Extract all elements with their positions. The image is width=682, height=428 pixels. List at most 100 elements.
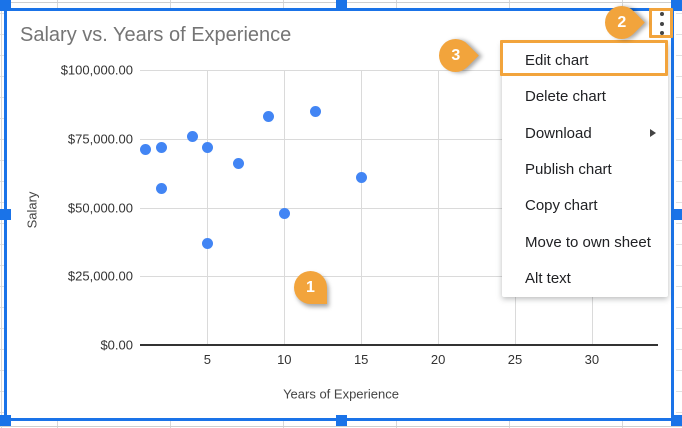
y-tick-label: $75,000.00 [67, 131, 133, 147]
sheet-row-line [676, 328, 682, 329]
selection-handle-right-mid[interactable] [671, 209, 682, 220]
highlight-box-edit-chart [500, 40, 668, 76]
step-badge-3-number: 3 [451, 46, 460, 64]
more-vertical-icon[interactable] [656, 12, 668, 35]
menu-item-delete-chart[interactable]: Delete chart [502, 78, 668, 114]
menu-item-label: Download [525, 124, 592, 142]
data-point [355, 171, 367, 183]
sheet-row-line [0, 412, 5, 413]
y-axis-title: Salary [24, 191, 40, 229]
selection-handle-left-mid[interactable] [0, 209, 11, 220]
step-badge-2-number: 2 [617, 13, 626, 31]
selection-handle-top-mid[interactable] [336, 0, 347, 11]
data-point [155, 141, 167, 153]
data-point [186, 130, 198, 142]
sheet-row-line [0, 370, 5, 371]
selection-handle-bottom-right[interactable] [671, 415, 682, 426]
x-tick-label: 25 [507, 352, 523, 367]
sheet-column-line [170, 0, 171, 9]
sheet-row-line [676, 160, 682, 161]
sheet-row-line [0, 55, 5, 56]
menu-item-publish-chart[interactable]: Publish chart [502, 151, 668, 187]
sheet-row-line [0, 139, 5, 140]
data-point [201, 237, 213, 249]
menu-item-label: Delete chart [525, 88, 606, 106]
sheet-column-line [509, 420, 510, 428]
sheet-column-line [396, 0, 397, 9]
sheet-row-line [0, 118, 5, 119]
sheet-row-line [676, 76, 682, 77]
menu-item-label: Copy chart [525, 197, 598, 215]
step-badge-1: 1 [294, 271, 327, 304]
data-point [278, 207, 290, 219]
sheet-row-line [0, 13, 5, 14]
sheet-row-line [676, 370, 682, 371]
y-tick-label: $25,000.00 [67, 268, 133, 284]
sheet-column-line [622, 420, 623, 428]
y-gridline [140, 276, 658, 278]
x-tick-label: 20 [430, 352, 446, 367]
sheet-column-line [283, 420, 284, 428]
sheet-column-line [170, 420, 171, 428]
selection-handle-bottom-left[interactable] [0, 415, 11, 426]
x-tick-label: 15 [353, 352, 369, 367]
sheet-row-line [676, 265, 682, 266]
sheet-column-line [283, 0, 284, 9]
sheet-row-line [676, 181, 682, 182]
sheet-row-line [0, 426, 682, 427]
x-tick-label: 30 [584, 352, 600, 367]
data-point [201, 141, 213, 153]
sheet-row-line [676, 34, 682, 35]
selection-handle-bottom-mid[interactable] [336, 415, 347, 426]
y-gridline [140, 207, 658, 209]
highlight-box-more-options [649, 8, 673, 38]
sheet-row-line [0, 160, 5, 161]
sheet-row-line [0, 286, 5, 287]
menu-item-label: Publish chart [525, 160, 612, 178]
sheet-row-line [676, 244, 682, 245]
menu-item-label: Edit chart [525, 51, 589, 69]
menu-item-alt-text[interactable]: Alt text [502, 261, 668, 297]
data-point [140, 144, 152, 156]
sheet-row-line [0, 76, 5, 77]
sheet-row-line [676, 307, 682, 308]
chart-context-menu: Edit chart Delete chart Download Publish ch… [502, 42, 668, 297]
sheet-row-line [676, 118, 682, 119]
sheet-row-line [0, 181, 5, 182]
y-gridline [140, 138, 658, 140]
selection-handle-top-left[interactable] [0, 0, 11, 11]
sheet-row-line [0, 328, 5, 329]
sheet-row-line [676, 97, 682, 98]
sheet-column-line [509, 0, 510, 9]
data-point [232, 158, 244, 169]
menu-item-edit-chart[interactable]: Edit chart [502, 42, 668, 78]
sheet-row-line [676, 412, 682, 413]
x-tick-label: 10 [277, 352, 292, 367]
step-badge-1-number: 1 [306, 278, 315, 296]
sheet-row-line [0, 307, 5, 308]
sheet-row-line [0, 202, 5, 203]
selection-handle-top-right[interactable] [671, 0, 682, 11]
menu-item-move-to-own-sheet[interactable]: Move to own sheet [502, 224, 668, 260]
menu-item-label: Alt text [525, 270, 571, 288]
sheet-column-line [57, 0, 58, 9]
sheet-row-line [0, 391, 5, 392]
sheet-column-line [622, 0, 623, 9]
sheet-row-line [0, 34, 5, 35]
data-point [263, 111, 275, 123]
y-tick-label: $50,000.00 [67, 200, 133, 215]
menu-item-copy-chart[interactable]: Copy chart [502, 188, 668, 224]
sheet-column-line [57, 420, 58, 428]
chart-title: Salary vs. Years of Experience [20, 24, 292, 46]
sheet-column-line [396, 420, 397, 428]
y-gridline [140, 70, 658, 71]
sheet-row-line [676, 286, 682, 287]
sheet-row-line [676, 223, 682, 224]
sheet-row-line [676, 139, 682, 140]
menu-item-download[interactable]: Download [502, 115, 668, 151]
sheet-row-line [676, 13, 682, 14]
x-tick-label: 5 [203, 352, 212, 367]
menu-item-label: Move to own sheet [525, 233, 651, 251]
sheet-row-line [676, 202, 682, 203]
